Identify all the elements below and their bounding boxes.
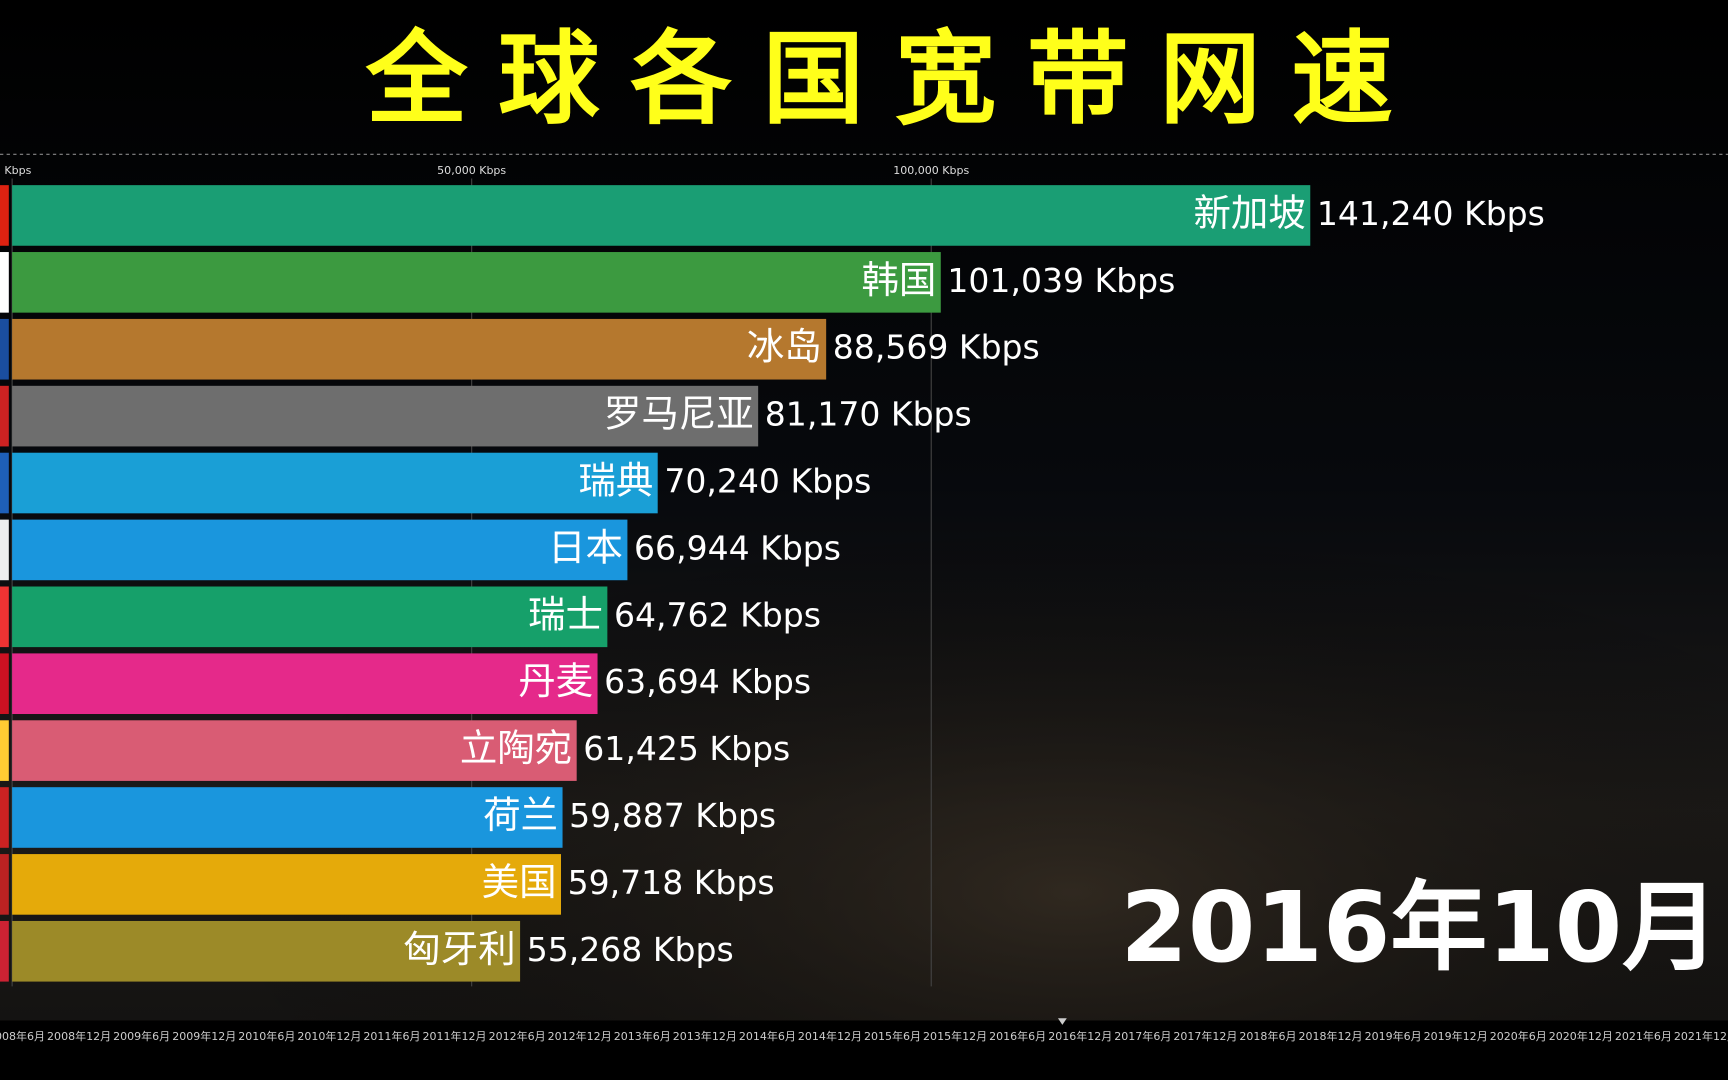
timeline-band (0, 1020, 1728, 1080)
bar (12, 385, 759, 447)
bar (12, 519, 628, 581)
flag (0, 385, 9, 447)
chart-title: 全球各国宽带网速 (365, 20, 1424, 138)
category-label: 匈牙利 (403, 927, 515, 971)
bar (12, 653, 598, 715)
value-label: 101,039 Kbps (947, 261, 1175, 300)
value-label: 61,425 Kbps (583, 729, 790, 768)
bar (12, 318, 827, 380)
category-label: 日本 (548, 525, 623, 569)
date-label: 2016年10月 (1120, 871, 1719, 984)
category-label: 美国 (482, 860, 557, 904)
timeline-label: 2017年12月 (1173, 1029, 1237, 1043)
value-label: 55,268 Kbps (527, 930, 734, 969)
timeline-label: 2015年6月 (864, 1029, 921, 1043)
timeline-marker (1057, 1018, 1067, 1025)
timeline-label: 2010年12月 (297, 1029, 361, 1043)
value-label: 64,762 Kbps (614, 595, 821, 634)
timeline-label: 2010年6月 (238, 1029, 295, 1043)
timeline-label: 2008年6月 (0, 1029, 45, 1043)
category-label: 瑞典 (578, 459, 653, 503)
timeline-label: 2011年12月 (422, 1029, 486, 1043)
timeline-label: 2019年6月 (1365, 1029, 1422, 1043)
value-label: 63,694 Kbps (604, 662, 811, 701)
x-tick-label: 50,000 Kbps (437, 164, 506, 177)
timeline-label: 2009年12月 (172, 1029, 236, 1043)
timeline-label: 2021年12月 (1674, 1029, 1728, 1043)
bar (12, 452, 658, 514)
flag (0, 720, 9, 781)
timeline-label: 2014年6月 (739, 1029, 796, 1043)
timeline-label: 2013年6月 (614, 1029, 671, 1043)
timeline-label: 2019年12月 (1424, 1029, 1488, 1043)
value-label: 88,569 Kbps (833, 328, 1040, 367)
bar (12, 787, 563, 848)
category-label: 荷兰 (483, 793, 558, 837)
flag (0, 787, 9, 848)
category-label: 韩国 (861, 258, 936, 302)
flag (0, 653, 9, 715)
timeline-label: 2018年6月 (1239, 1029, 1296, 1043)
timeline-label: 2011年6月 (363, 1029, 420, 1043)
category-label: 冰岛 (747, 325, 822, 369)
x-tick-label: 100,000 Kbps (893, 164, 969, 177)
flag (0, 586, 9, 648)
flag (0, 318, 9, 380)
bar (12, 854, 561, 915)
category-label: 立陶宛 (460, 726, 572, 770)
timeline-label: 2016年6月 (989, 1029, 1046, 1043)
timeline-label: 2013年12月 (673, 1029, 737, 1043)
timeline-label: 2008年12月 (47, 1029, 111, 1043)
flag (0, 252, 9, 313)
timeline-label: 2015年12月 (923, 1029, 987, 1043)
flag (0, 920, 9, 982)
x-tick-label: Kbps (4, 164, 31, 177)
category-label: 丹麦 (518, 659, 593, 703)
flag (0, 185, 9, 246)
bar (12, 920, 521, 982)
value-label: 81,170 Kbps (765, 395, 972, 434)
value-label: 66,944 Kbps (634, 528, 841, 567)
category-label: 罗马尼亚 (604, 392, 754, 436)
bar (12, 252, 941, 313)
timeline-label: 2020年6月 (1490, 1029, 1547, 1043)
timeline-label: 2020年12月 (1549, 1029, 1613, 1043)
timeline-label: 2014年12月 (798, 1029, 862, 1043)
value-label: 70,240 Kbps (664, 462, 871, 501)
category-label: 新加坡 (1193, 191, 1305, 235)
timeline-label: 2009年6月 (113, 1029, 170, 1043)
flag (0, 519, 9, 581)
value-label: 141,240 Kbps (1317, 194, 1545, 233)
flag (0, 452, 9, 514)
bar (12, 720, 577, 781)
timeline-label: 2016年12月 (1048, 1029, 1112, 1043)
timeline-label: 2021年6月 (1615, 1029, 1672, 1043)
value-label: 59,718 Kbps (568, 863, 775, 902)
value-label: 59,887 Kbps (569, 796, 776, 835)
timeline-label: 2017年6月 (1114, 1029, 1171, 1043)
timeline-label: 2012年12月 (548, 1029, 612, 1043)
category-label: 瑞士 (528, 592, 603, 636)
timeline-label: 2018年12月 (1298, 1029, 1362, 1043)
bar (12, 185, 1311, 246)
bar (12, 586, 608, 648)
flag (0, 854, 9, 915)
timeline-label: 2012年6月 (489, 1029, 546, 1043)
